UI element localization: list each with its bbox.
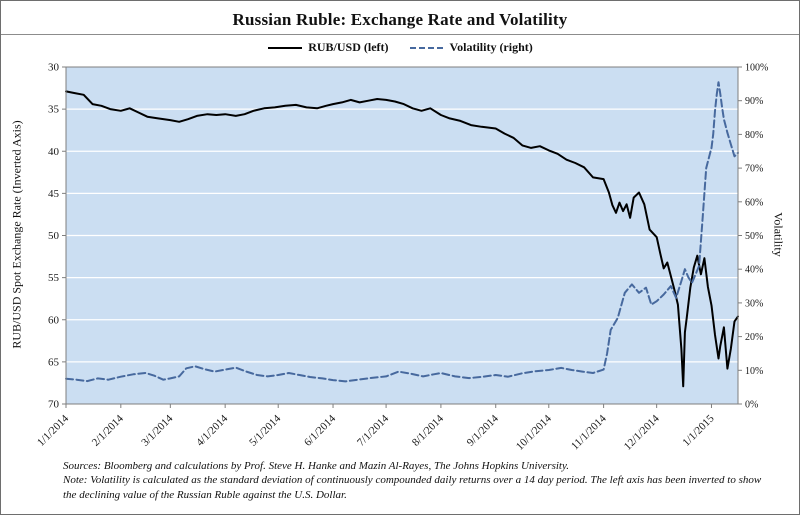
svg-text:11/1/2014: 11/1/2014 xyxy=(569,412,609,452)
svg-text:90%: 90% xyxy=(745,96,763,107)
svg-text:30%: 30% xyxy=(745,298,763,309)
svg-text:100%: 100% xyxy=(745,63,768,74)
svg-text:70%: 70% xyxy=(745,164,763,175)
svg-text:5/1/2014: 5/1/2014 xyxy=(247,412,283,448)
svg-text:50%: 50% xyxy=(745,231,763,242)
chart-plot: 30 35 40 45 50 55 60 65 70 0% 10% 20% 30% 40% 50% 60% 70… xyxy=(35,62,768,453)
svg-text:60: 60 xyxy=(48,314,60,326)
svg-text:70: 70 xyxy=(48,399,60,411)
title-divider xyxy=(1,34,799,35)
svg-text:60%: 60% xyxy=(745,197,763,208)
svg-text:30: 30 xyxy=(48,62,60,74)
legend-swatch-dashed xyxy=(409,46,444,49)
legend-swatch-solid xyxy=(268,46,303,49)
svg-text:9/1/2014: 9/1/2014 xyxy=(465,412,501,448)
svg-text:6/1/2014: 6/1/2014 xyxy=(302,412,338,448)
svg-text:40: 40 xyxy=(48,146,60,158)
source-notes: Sources: Bloomberg and calculations by P… xyxy=(63,459,771,502)
svg-text:55: 55 xyxy=(48,272,60,284)
svg-text:1/1/2014: 1/1/2014 xyxy=(35,412,71,448)
svg-text:10%: 10% xyxy=(745,366,763,377)
svg-text:35: 35 xyxy=(48,104,60,116)
svg-text:1/1/2015: 1/1/2015 xyxy=(680,412,716,448)
svg-text:4/1/2014: 4/1/2014 xyxy=(194,412,230,448)
svg-text:45: 45 xyxy=(48,188,60,200)
chart-title: Russian Ruble: Exchange Rate and Volatil… xyxy=(232,10,568,29)
legend: RUB/USD (left) Volatility (right) xyxy=(1,40,799,55)
note-line: Note: Volatility is calculated as the st… xyxy=(63,474,762,501)
svg-text:12/1/2014: 12/1/2014 xyxy=(622,412,662,452)
legend-label-volatility: Volatility (right) xyxy=(449,40,533,54)
svg-text:80%: 80% xyxy=(745,130,763,141)
legend-item-rubusd: RUB/USD (left) xyxy=(267,40,389,55)
svg-text:8/1/2014: 8/1/2014 xyxy=(410,412,446,448)
sources-line: Sources: Bloomberg and calculations by P… xyxy=(63,460,570,472)
legend-item-volatility: Volatility (right) xyxy=(409,40,533,55)
svg-text:2/1/2014: 2/1/2014 xyxy=(90,412,126,448)
svg-text:40%: 40% xyxy=(745,265,763,276)
svg-text:3/1/2014: 3/1/2014 xyxy=(139,412,175,448)
svg-text:20%: 20% xyxy=(745,332,763,343)
svg-text:10/1/2014: 10/1/2014 xyxy=(514,412,554,452)
svg-text:50: 50 xyxy=(48,230,60,242)
svg-text:65: 65 xyxy=(48,356,60,368)
svg-text:7/1/2014: 7/1/2014 xyxy=(355,412,391,448)
svg-text:0%: 0% xyxy=(745,400,758,411)
legend-label-rubusd: RUB/USD (left) xyxy=(308,40,389,54)
